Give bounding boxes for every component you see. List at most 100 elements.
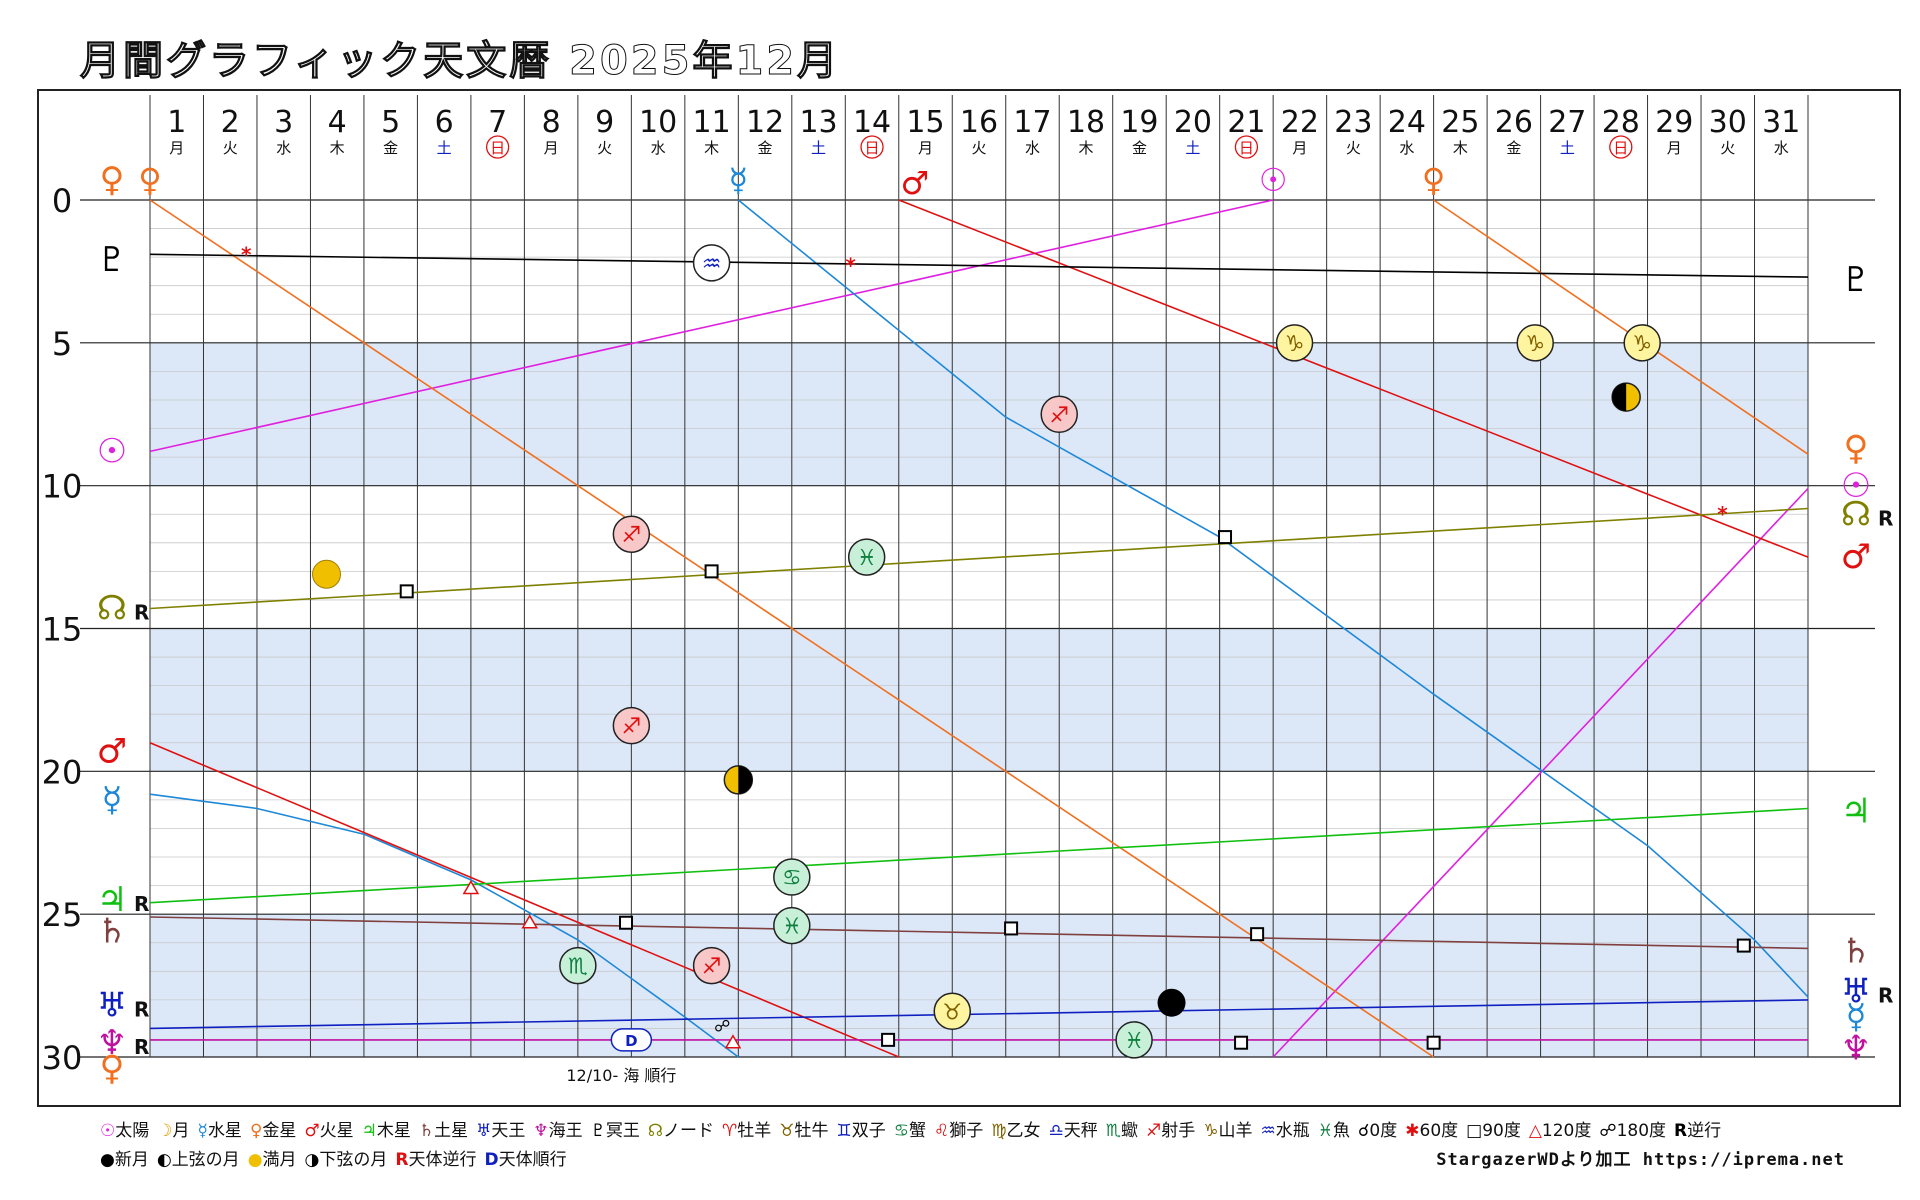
legend-item: ♇冥王 — [591, 1121, 640, 1141]
square-aspect — [1426, 1035, 1441, 1050]
legend-item: ☊ノード — [648, 1121, 714, 1141]
legend-symbol: ♂ — [304, 1121, 320, 1141]
sign-glyph: ♐ — [1049, 403, 1069, 428]
day-number: 2 — [221, 105, 240, 140]
sign-badge — [692, 244, 731, 282]
weekday-label: 土 — [1185, 139, 1200, 157]
legend-item: □90度 — [1466, 1121, 1521, 1141]
day-number: 8 — [542, 105, 561, 140]
legend-symbol: ☿ — [197, 1121, 208, 1141]
day-number: 28 — [1602, 105, 1640, 140]
day-number: 27 — [1548, 105, 1586, 140]
legend-text: 120度 — [1541, 1121, 1592, 1141]
legend-symbol: ● — [100, 1150, 115, 1170]
weekday-label: 水 — [276, 139, 291, 157]
sign-glyph: ♐ — [621, 715, 641, 740]
sextile-aspect: * — [1717, 502, 1728, 526]
sign-glyph: ♉ — [942, 1000, 962, 1025]
legend-symbol: ☊ — [647, 1121, 663, 1141]
right-label-mercury: ☿ — [1846, 997, 1867, 1037]
weekday-label: 土 — [437, 139, 452, 157]
day-number: 1 — [167, 105, 186, 140]
direct-badge — [610, 1028, 653, 1052]
right-label-node: ☊ — [1841, 494, 1871, 534]
legend-item: ♋蟹 — [894, 1121, 926, 1141]
square-aspect — [1250, 927, 1265, 942]
sign-badge — [773, 906, 811, 945]
sextile-aspect: * — [845, 254, 856, 278]
square-aspect — [881, 1032, 896, 1047]
legend-item: ♃木星 — [362, 1121, 411, 1141]
left-label-pluto: ♇ — [97, 240, 127, 280]
sign-badge — [1516, 324, 1554, 362]
legend-symbol: ♎ — [1048, 1121, 1064, 1141]
legend-item: ☿水星 — [198, 1121, 242, 1141]
legend-text: 新月 — [114, 1150, 149, 1170]
weekday-label: 金 — [1132, 139, 1147, 157]
legend-item: R逆行 — [1674, 1121, 1721, 1141]
legend-text: 海王 — [548, 1121, 583, 1141]
right-label-sun: ☉ — [1841, 466, 1871, 506]
legend-symbol: ♄ — [418, 1121, 435, 1141]
series-line-venus — [1433, 199, 1809, 455]
sign-badge — [1623, 324, 1661, 362]
weekday-label: 木 — [1453, 139, 1468, 157]
legend-line-1: ☉太陽 ☽月 ☿水星 ♀金星 ♂火星 ♃木星 ♄土星 ♅天王 ♆海王 ♇冥王 ☊ノード ♈牡羊 ♉牡牛 ♊… — [100, 1116, 1729, 1141]
legend-item: ◐上弦の月 — [157, 1150, 240, 1170]
weekday-label: 木 — [1078, 139, 1093, 157]
legend-text: 下弦の月 — [319, 1150, 388, 1170]
day-number: 7 — [488, 105, 507, 140]
legend-text: 火星 — [319, 1121, 354, 1141]
day-number: 9 — [595, 105, 614, 140]
legend-text: 金星 — [262, 1121, 297, 1141]
legend-item: ♓魚 — [1318, 1121, 1350, 1141]
day-number: 18 — [1067, 105, 1105, 140]
legend-text: ノード — [663, 1121, 714, 1141]
square-aspect — [1736, 938, 1751, 953]
legend-item: ♏蠍 — [1106, 1121, 1138, 1141]
legend-text: 天体逆行 — [408, 1150, 477, 1170]
sign-glyph: ♐ — [621, 523, 641, 548]
legend-item: ♑山羊 — [1203, 1121, 1252, 1141]
day-number: 5 — [381, 105, 400, 140]
legend-item: ♎天秤 — [1049, 1121, 1098, 1141]
legend-item: ☌0度 — [1358, 1121, 1397, 1141]
square-aspect — [399, 584, 414, 599]
legend-text: 射手 — [1161, 1121, 1196, 1141]
day-number: 12 — [746, 105, 784, 140]
weekday-label: 火 — [1720, 139, 1735, 157]
day-number: 20 — [1174, 105, 1212, 140]
shade-band — [150, 914, 1808, 1057]
sign-badge — [933, 992, 972, 1031]
legend-text: 0度 — [1369, 1121, 1398, 1141]
day-number: 13 — [799, 105, 837, 140]
day-number: 4 — [328, 105, 347, 140]
legend-text: 天王 — [491, 1121, 526, 1141]
square-aspect — [1004, 921, 1019, 936]
weekday-label: 木 — [330, 139, 345, 157]
legend-item: R天体逆行 — [395, 1150, 476, 1170]
retrograde-mark: R — [134, 892, 149, 916]
top-label-sun: ☉ — [1259, 161, 1288, 199]
series-line-jupiter — [149, 807, 1809, 904]
weekday-label: 水 — [1774, 139, 1789, 157]
legend-symbol: ◐ — [156, 1150, 172, 1170]
weekday-label: 土 — [811, 139, 826, 157]
weekday-label: 月 — [544, 139, 559, 157]
legend-item: ♐射手 — [1146, 1121, 1195, 1141]
legend-symbol: ☽ — [157, 1121, 173, 1141]
sextile-aspect: * — [241, 242, 252, 266]
weekday-label: 日 — [490, 139, 505, 157]
legend-text: 60度 — [1419, 1121, 1459, 1141]
legend-text: 双子 — [851, 1121, 886, 1141]
series-line-pluto — [149, 253, 1809, 278]
retrograde-mark: R — [1878, 983, 1893, 1007]
y-tick-label: 25 — [42, 896, 83, 934]
sign-badge — [1275, 324, 1314, 362]
legend-item: ☍180度 — [1599, 1121, 1666, 1141]
right-label-jupiter: ♃ — [1841, 791, 1871, 831]
legend-symbol: D — [484, 1150, 499, 1170]
series-line-saturn — [149, 916, 1809, 950]
series-line-node — [149, 507, 1809, 610]
legend-item: ♌獅子 — [934, 1121, 983, 1141]
